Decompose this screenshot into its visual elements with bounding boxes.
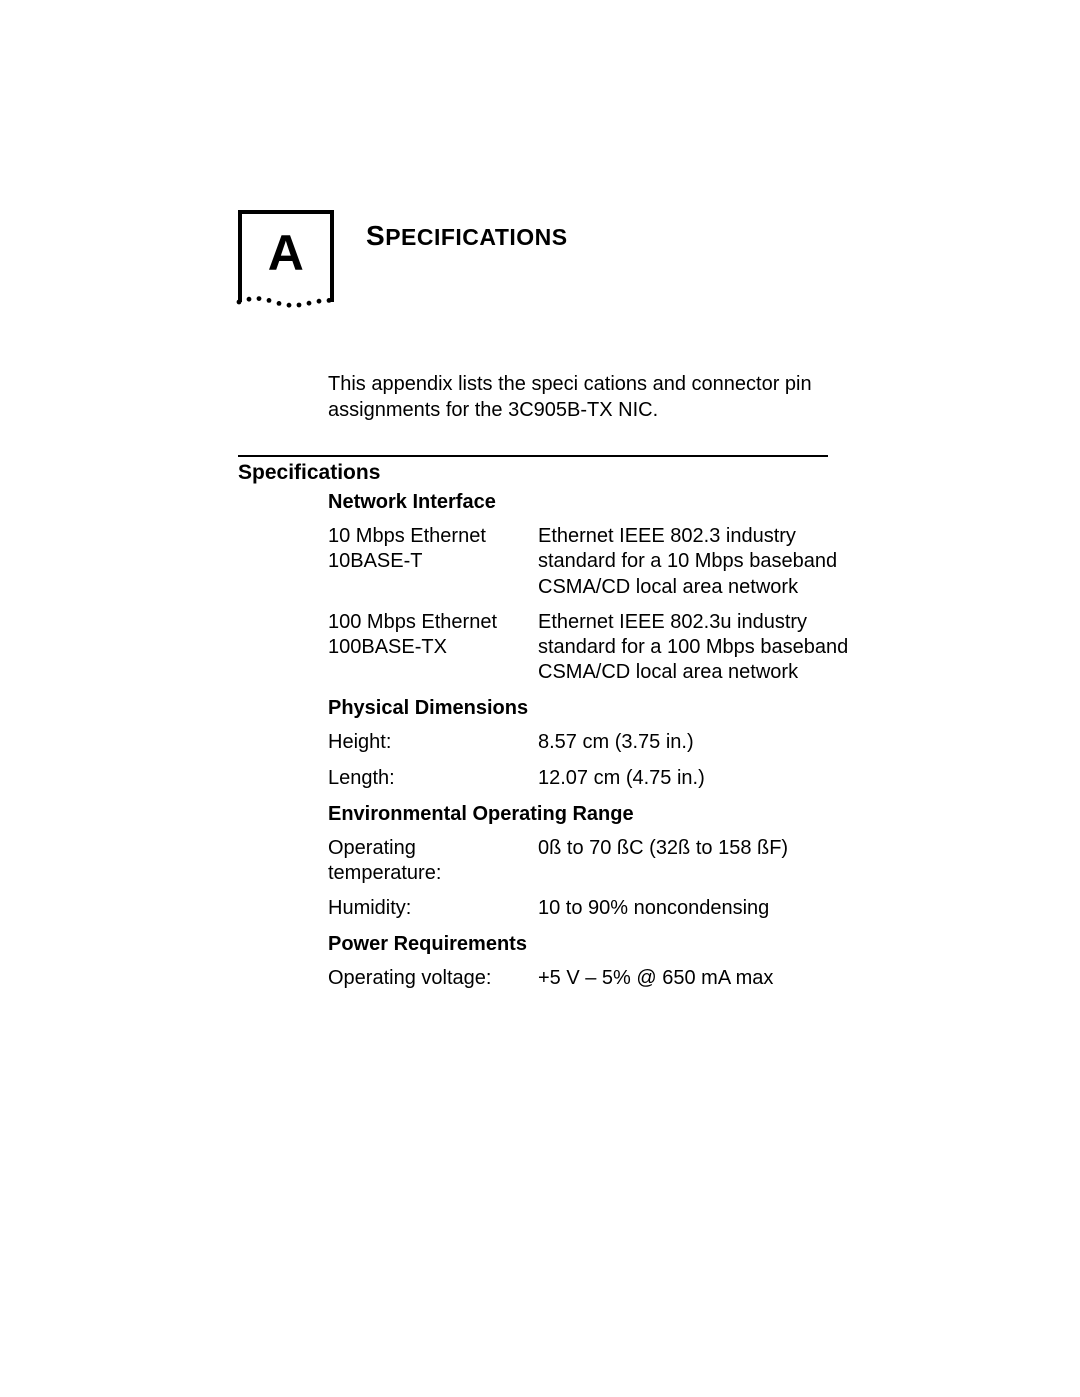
intro-paragraph: This appendix lists the speci cations an…	[328, 372, 838, 423]
spec-subheading: Physical Dimensions	[328, 697, 990, 720]
spec-row: 10 Mbps Ethernet 10BASE-TEthernet IEEE 8…	[328, 520, 853, 606]
spec-label: 10 Mbps Ethernet 10BASE-T	[328, 520, 538, 606]
spec-value: Ethernet IEEE 802.3u industry standard f…	[538, 606, 853, 692]
spec-label: 100 Mbps Ethernet 100BASE-TX	[328, 606, 538, 692]
spec-label: Height:	[328, 726, 538, 761]
chapter-title-rest: PECIFICATIONS	[385, 224, 567, 250]
section-title: Specifications	[238, 461, 990, 485]
specifications-block: Network Interface 10 Mbps Ethernet 10BASE…	[328, 491, 990, 997]
spec-label: Length:	[328, 762, 538, 797]
spec-table: Height:8.57 cm (3.75 in.)Length:12.07 cm…	[328, 726, 853, 796]
spec-subheading: Network Interface	[328, 491, 990, 514]
spec-value: 8.57 cm (3.75 in.)	[538, 726, 853, 761]
spec-value: 0ß to 70 ßC (32ß to 158 ßF)	[538, 832, 853, 892]
spec-value: +5 V – 5% @ 650 mA max	[538, 962, 853, 997]
spec-label: Operating voltage:	[328, 962, 538, 997]
chapter-header: A SPECIFICATIONS	[238, 210, 990, 302]
spec-row: Operating temperature:0ß to 70 ßC (32ß t…	[328, 832, 853, 892]
chapter-title-first: S	[366, 220, 385, 251]
spec-table: Operating voltage:+5 V – 5% @ 650 mA max	[328, 962, 853, 997]
spec-value: Ethernet IEEE 802.3 industry standard fo…	[538, 520, 853, 606]
spec-value: 10 to 90% noncondensing	[538, 892, 853, 927]
spec-label: Humidity:	[328, 892, 538, 927]
spec-row: Operating voltage:+5 V – 5% @ 650 mA max	[328, 962, 853, 997]
spec-row: 100 Mbps Ethernet 100BASE-TXEthernet IEE…	[328, 606, 853, 692]
spec-value: 12.07 cm (4.75 in.)	[538, 762, 853, 797]
spec-table: 10 Mbps Ethernet 10BASE-TEthernet IEEE 8…	[328, 520, 853, 691]
spec-row: Humidity:10 to 90% noncondensing	[328, 892, 853, 927]
spec-label: Operating temperature:	[328, 832, 538, 892]
spec-row: Height:8.57 cm (3.75 in.)	[328, 726, 853, 761]
chapter-title: SPECIFICATIONS	[366, 220, 568, 252]
appendix-badge: A	[238, 210, 334, 302]
spec-subheading: Power Requirements	[328, 933, 990, 956]
spec-subheading: Environmental Operating Range	[328, 803, 990, 826]
spec-table: Operating temperature:0ß to 70 ßC (32ß t…	[328, 832, 853, 928]
page: A SPECIFICATIONS Thi	[0, 0, 1080, 1397]
appendix-letter: A	[238, 224, 334, 282]
section-rule	[238, 455, 828, 457]
spec-row: Length:12.07 cm (4.75 in.)	[328, 762, 853, 797]
